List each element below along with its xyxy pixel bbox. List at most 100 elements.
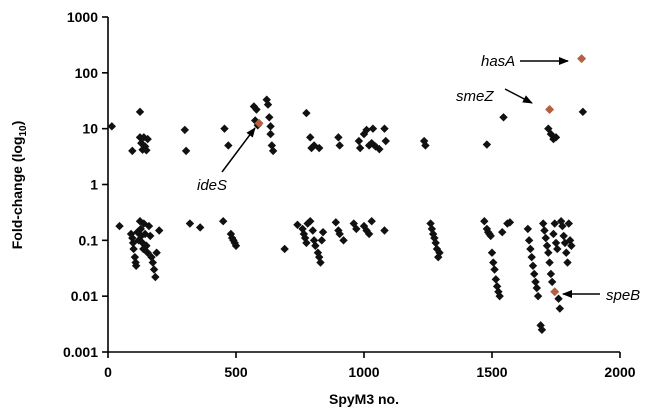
data-point bbox=[526, 244, 535, 254]
data-point bbox=[547, 277, 557, 287]
x-ticks: 0 500 1000 1500 2000 bbox=[104, 352, 636, 380]
data-point bbox=[302, 108, 311, 118]
data-point bbox=[137, 231, 146, 241]
data-point bbox=[266, 129, 275, 139]
data-points bbox=[107, 95, 588, 334]
data-point bbox=[231, 241, 241, 250]
data-point bbox=[530, 269, 539, 279]
data-point bbox=[431, 238, 440, 248]
data-point bbox=[316, 258, 325, 267]
data-point bbox=[578, 107, 588, 117]
data-point bbox=[531, 277, 540, 287]
annotations: hasA smeZ ideS speB bbox=[197, 53, 640, 304]
data-point bbox=[331, 218, 341, 227]
x-axis-label: SpyM3 no. bbox=[329, 391, 399, 407]
data-point bbox=[480, 217, 489, 226]
data-point bbox=[128, 146, 137, 156]
data-point bbox=[280, 244, 289, 254]
data-point bbox=[224, 141, 233, 150]
data-point bbox=[306, 217, 315, 226]
data-point bbox=[352, 224, 361, 234]
data-point bbox=[564, 219, 573, 228]
data-point bbox=[129, 244, 138, 254]
highlighted-point-speb bbox=[550, 287, 560, 297]
data-point bbox=[146, 231, 155, 241]
data-point bbox=[180, 125, 189, 135]
y-tick-label: 0.001 bbox=[63, 344, 98, 360]
data-point bbox=[432, 244, 442, 254]
data-point bbox=[335, 229, 344, 239]
data-point bbox=[482, 140, 492, 149]
data-point bbox=[308, 226, 317, 235]
data-point bbox=[318, 227, 328, 237]
data-point bbox=[138, 238, 147, 248]
data-point bbox=[252, 105, 261, 114]
ides-label: ideS bbox=[197, 177, 227, 194]
data-point bbox=[293, 220, 302, 229]
data-point bbox=[537, 325, 547, 334]
smez-label: smeZ bbox=[456, 88, 494, 105]
y-axis-label: Fold-change (log10) bbox=[9, 121, 29, 250]
data-point bbox=[139, 244, 148, 254]
data-point bbox=[155, 226, 164, 235]
data-point bbox=[142, 241, 151, 250]
data-point bbox=[551, 133, 561, 142]
x-tick-label: 500 bbox=[224, 364, 248, 380]
data-point bbox=[560, 238, 570, 248]
data-point bbox=[126, 229, 136, 239]
data-point bbox=[546, 269, 556, 279]
data-point bbox=[148, 258, 157, 267]
y-tick-label: 1 bbox=[90, 177, 98, 193]
data-point bbox=[380, 226, 389, 235]
data-point bbox=[311, 241, 320, 250]
data-point bbox=[355, 143, 365, 153]
highlighted-point-smez bbox=[545, 105, 555, 115]
data-point bbox=[381, 136, 390, 146]
data-point bbox=[551, 238, 561, 248]
y-axis-label-subscript: 10 bbox=[18, 125, 29, 137]
data-point bbox=[335, 141, 344, 150]
speb-label: speB bbox=[606, 287, 640, 304]
y-tick-label: 0.01 bbox=[71, 288, 98, 304]
data-point bbox=[315, 143, 324, 153]
smez-arrow bbox=[504, 88, 533, 104]
data-point bbox=[486, 231, 495, 241]
x-tick-label: 1500 bbox=[476, 364, 507, 380]
data-point bbox=[263, 100, 273, 109]
data-point bbox=[131, 261, 141, 270]
data-point bbox=[499, 113, 508, 122]
data-point bbox=[151, 272, 160, 282]
data-point bbox=[354, 136, 364, 146]
data-point bbox=[367, 217, 376, 226]
data-point bbox=[137, 138, 146, 148]
x-tick-label: 0 bbox=[104, 364, 112, 380]
data-point bbox=[362, 125, 371, 135]
data-point bbox=[266, 122, 275, 131]
data-point bbox=[545, 258, 554, 267]
data-point bbox=[435, 248, 444, 257]
data-point bbox=[550, 219, 559, 228]
data-point bbox=[299, 229, 309, 239]
data-point bbox=[317, 236, 326, 245]
axes bbox=[107, 17, 620, 353]
y-tick-label: 10 bbox=[82, 121, 98, 137]
data-point bbox=[368, 124, 378, 133]
data-point bbox=[115, 221, 124, 231]
x-tick-label: 1000 bbox=[348, 364, 379, 380]
data-point bbox=[542, 241, 552, 250]
data-point bbox=[562, 248, 571, 257]
data-point bbox=[528, 261, 538, 270]
data-point bbox=[505, 218, 515, 227]
data-point bbox=[195, 223, 205, 232]
y-axis-label-main: Fold-change (log bbox=[9, 137, 25, 250]
data-point bbox=[136, 224, 145, 234]
hasa-label: hasA bbox=[481, 53, 515, 70]
data-point bbox=[268, 146, 278, 156]
data-point bbox=[549, 229, 558, 239]
data-point bbox=[533, 291, 543, 301]
data-point bbox=[139, 133, 149, 142]
data-point bbox=[302, 238, 311, 248]
y-axis-label-end: ) bbox=[9, 121, 25, 126]
data-point bbox=[539, 219, 548, 228]
data-point bbox=[490, 265, 499, 274]
